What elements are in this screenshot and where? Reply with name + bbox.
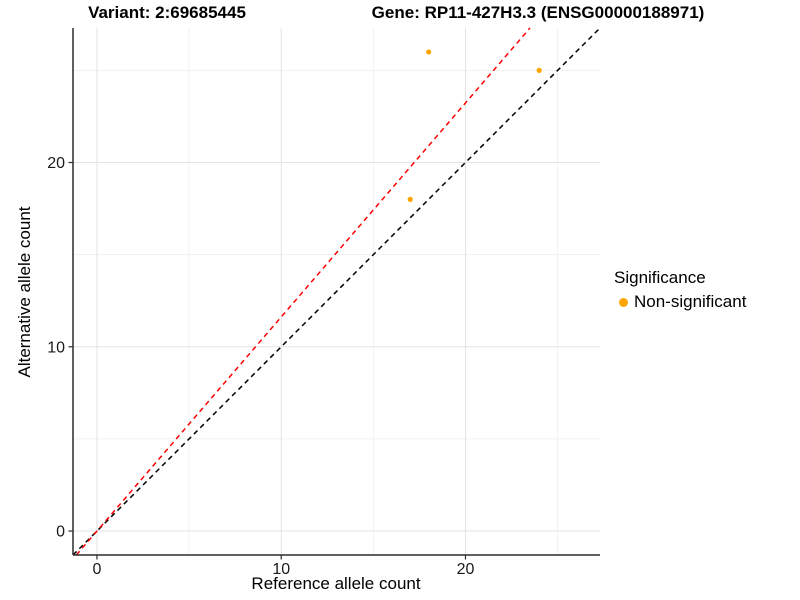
plot-title-variant: Variant: 2:69685445 bbox=[88, 3, 246, 22]
x-tick-label: 10 bbox=[272, 561, 290, 578]
legend-item-label: Non-significant bbox=[634, 292, 747, 311]
legend-item-non-significant: Non-significant bbox=[614, 292, 746, 312]
x-tick-label: 0 bbox=[93, 561, 102, 578]
data-point bbox=[536, 67, 542, 73]
identity-line bbox=[72, 27, 601, 556]
legend-title: Significance bbox=[614, 268, 706, 287]
legend-point-icon bbox=[619, 297, 628, 307]
x-axis-title: Reference allele count bbox=[251, 574, 421, 593]
y-axis-title: Alternative allele count bbox=[15, 206, 34, 378]
data-point bbox=[407, 196, 413, 202]
x-tick-label: 20 bbox=[457, 561, 475, 578]
y-tick-label: 10 bbox=[47, 339, 65, 356]
data-point bbox=[426, 49, 432, 55]
plot-title-gene: Gene: RP11-427H3.3 (ENSG00000188971) bbox=[371, 3, 705, 22]
y-tick-label: 0 bbox=[56, 524, 65, 541]
y-tick-label: 20 bbox=[47, 155, 65, 172]
legend: Significance Non-significant bbox=[614, 268, 746, 312]
ratio-line bbox=[75, 27, 531, 556]
